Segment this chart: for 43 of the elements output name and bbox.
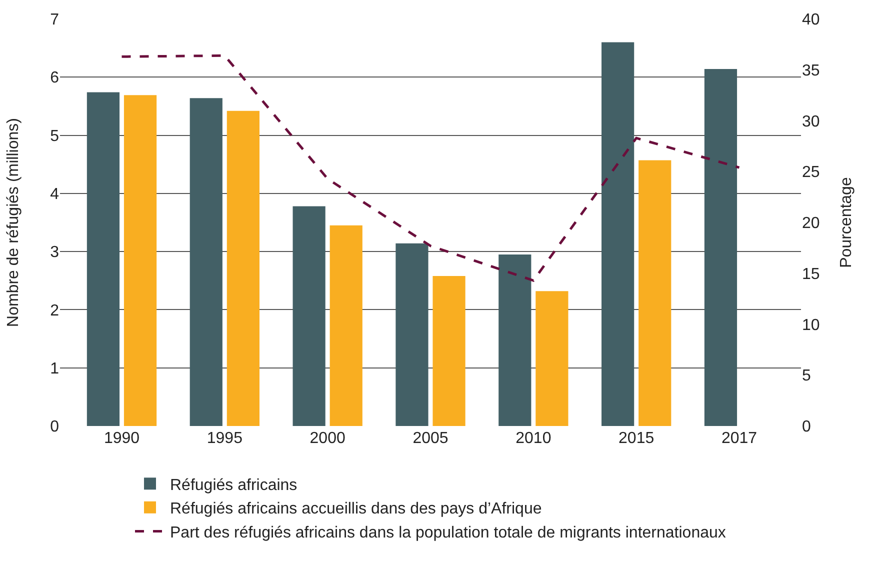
bar — [226, 110, 260, 426]
y2-tick-label: 40 — [802, 12, 820, 29]
legend-label: Réfugiés africains — [170, 476, 298, 494]
y2-tick-label: 10 — [802, 316, 820, 334]
bar — [292, 206, 326, 426]
bar — [602, 42, 634, 426]
y2-tick-label: 30 — [802, 113, 820, 130]
y-tick-label: 2 — [50, 302, 60, 320]
y-tick-label: 1 — [50, 360, 60, 378]
x-tick-label: 2005 — [412, 430, 448, 447]
y-axis-title: Nombre de réfugiés (millions) — [5, 118, 22, 327]
legend-label: Réfugiés africains accueillis dans des pays d’Afrique — [170, 500, 542, 518]
y2-tick-label: 5 — [802, 368, 811, 385]
x-tick-label: 2000 — [310, 430, 346, 447]
y2-tick-label: 35 — [802, 62, 820, 80]
bar — [536, 291, 568, 426]
y2-axis-title: Pourcentage — [838, 177, 855, 268]
legend-label: Part des réfugiés africains dans la population totale de migrants internationaux — [170, 524, 726, 542]
y2-tick-label: 0 — [802, 418, 811, 436]
y-tick-label: 6 — [50, 70, 60, 87]
x-tick-label: 1990 — [104, 430, 140, 447]
line-series — [120, 54, 740, 282]
y-tick-label: 7 — [50, 12, 60, 29]
y-tick-label: 5 — [50, 128, 60, 145]
x-tick-label: 2010 — [516, 430, 552, 447]
bar — [704, 69, 738, 426]
y2-tick-label: 25 — [802, 164, 820, 182]
bar — [396, 243, 428, 426]
bar — [190, 98, 222, 426]
y-tick-label: 3 — [50, 244, 60, 262]
bar — [330, 225, 362, 426]
y-tick-label: 4 — [50, 186, 60, 204]
x-tick-label: 2017 — [721, 430, 758, 447]
bar — [498, 254, 532, 426]
x-tick-label: 2015 — [618, 430, 654, 447]
y2-tick-label: 15 — [802, 266, 820, 283]
y2-tick-label: 20 — [802, 215, 820, 232]
bar — [86, 92, 120, 426]
y-tick-label: 0 — [50, 418, 60, 436]
bar — [638, 160, 672, 426]
bar — [124, 95, 157, 426]
bar — [432, 276, 466, 426]
x-tick-label: 1995 — [206, 430, 243, 447]
